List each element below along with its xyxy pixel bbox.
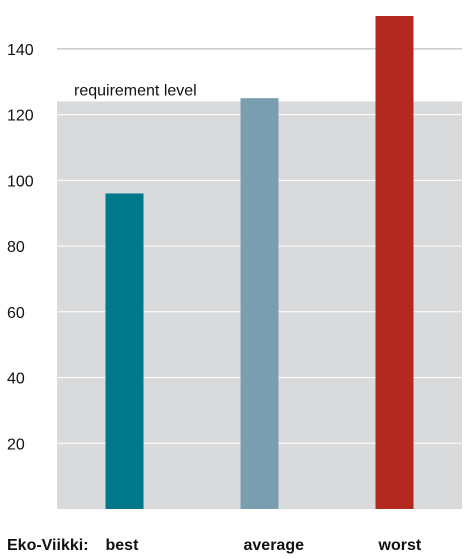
category-label-best: best — [106, 537, 140, 554]
category-label-average: average — [244, 537, 305, 554]
y-tick-label-40: 40 — [7, 371, 25, 388]
bar-average — [240, 98, 279, 510]
y-tick-label-80: 80 — [7, 239, 25, 256]
bar-best — [105, 193, 144, 510]
y-tick-label-100: 100 — [7, 173, 34, 190]
y-tick-label-120: 120 — [7, 108, 34, 125]
group-label: Eko-Viikki: — [7, 537, 89, 554]
requirement-level-label: requirement level — [74, 82, 197, 99]
bar-worst — [375, 16, 414, 509]
y-tick-label-140: 140 — [7, 42, 34, 59]
labels-layer: 20 40 60 80 100 120 140 requirement level best av… — [7, 42, 422, 554]
y-tick-label-20: 20 — [7, 436, 25, 453]
y-tick-label-60: 60 — [7, 305, 25, 322]
category-label-worst: worst — [378, 537, 422, 554]
bars-layer — [105, 16, 414, 510]
